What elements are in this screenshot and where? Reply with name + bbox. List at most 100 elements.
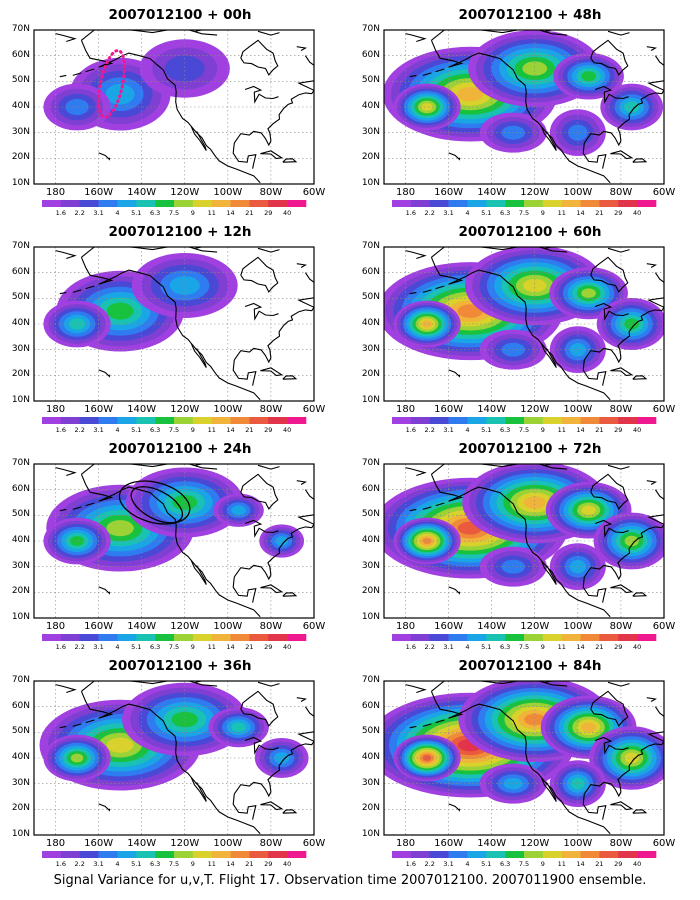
- variance-contour: [172, 495, 198, 510]
- colorbar-swatch: [467, 200, 487, 207]
- colorbar-label: 6.3: [500, 643, 510, 651]
- lon-label: 80W: [610, 187, 633, 198]
- lat-label: 70N: [11, 24, 30, 34]
- map-canvas: 180 160W 140W 120W 100W 80W 60W 1.6 2.2 3.1 4 5.1 6.…: [33, 246, 326, 434]
- panel-title: 2007012100 + 24h: [108, 441, 252, 457]
- colorbar-swatch: [410, 851, 431, 858]
- colorbar-label: 21: [245, 209, 253, 217]
- colorbar-label: 4: [465, 643, 469, 651]
- lat-label: 60N: [11, 700, 30, 711]
- colorbar-swatch: [117, 851, 137, 858]
- lat-label: 50N: [361, 75, 380, 86]
- colorbar-label: 9: [541, 643, 545, 651]
- lon-label: 120W: [520, 404, 549, 415]
- colorbar-swatch: [486, 851, 506, 858]
- colorbar-label: 21: [595, 426, 603, 434]
- colorbar-label: 6.3: [150, 643, 160, 651]
- lat-label: 50N: [11, 75, 30, 86]
- colorbar-label: 21: [245, 860, 253, 868]
- colorbar-swatch: [79, 417, 99, 424]
- colorbar: 1.6 2.2 3.1 4 5.1 6.3 7.5 9 11 14 21 29 40: [42, 417, 307, 434]
- colorbar-label: 7.5: [519, 426, 529, 434]
- colorbar-swatch: [230, 634, 250, 641]
- lon-label: 100W: [563, 621, 592, 632]
- lon-label: 140W: [127, 187, 156, 198]
- colorbar-swatch: [448, 417, 468, 424]
- variance-contour: [275, 536, 289, 546]
- colorbar-swatch: [524, 417, 544, 424]
- colorbar-label: 5.1: [131, 643, 141, 651]
- colorbar: 1.6 2.2 3.1 4 5.1 6.3 7.5 9 11 14 21 29 40: [42, 634, 307, 651]
- lon-label: 120W: [170, 621, 199, 632]
- colorbar-swatch: [618, 200, 638, 207]
- lon-label: 60W: [303, 187, 326, 198]
- colorbar-label: 3.1: [443, 209, 453, 217]
- variance-contour: [569, 342, 586, 357]
- colorbar-label: 9: [191, 860, 195, 868]
- colorbar-label: 11: [558, 209, 566, 217]
- lat-label: 30N: [361, 560, 380, 571]
- colorbar-label: 29: [264, 209, 272, 217]
- lat-label: 10N: [11, 178, 30, 188]
- variance-contour: [65, 98, 89, 116]
- map-canvas: 180 160W 140W 120W 100W 80W 60W 1.6 2.2 3.1 4 5.1 6.…: [383, 463, 675, 651]
- colorbar-label: 1.6: [56, 860, 66, 868]
- colorbar-swatch: [211, 200, 231, 207]
- lon-label: 160W: [84, 404, 113, 415]
- lon-label: 100W: [213, 838, 242, 849]
- panel-title: 2007012100 + 60h: [458, 224, 602, 240]
- lon-label: 60W: [653, 838, 676, 849]
- colorbar-swatch: [117, 634, 137, 641]
- lat-label: 20N: [11, 586, 30, 597]
- colorbar-label: 11: [208, 643, 216, 651]
- colorbar-swatch: [524, 634, 544, 641]
- lat-label: 30N: [11, 126, 30, 137]
- lon-label: 80W: [610, 838, 633, 849]
- lon-label: 100W: [563, 187, 592, 198]
- colorbar-swatch: [268, 851, 288, 858]
- colorbar-label: 21: [595, 209, 603, 217]
- variance-contour: [522, 61, 548, 76]
- lon-label: 60W: [303, 404, 326, 415]
- lat-label: 20N: [361, 586, 380, 597]
- lat-label: 10N: [11, 395, 30, 405]
- colorbar-swatch: [542, 200, 563, 207]
- colorbar-label: 6.3: [500, 860, 510, 868]
- variance-contour: [523, 496, 546, 509]
- lon-label: 180: [396, 838, 415, 849]
- colorbar-label: 9: [541, 860, 545, 868]
- colorbar-swatch: [542, 634, 563, 641]
- colorbar-label: 40: [283, 643, 291, 651]
- lon-label: 80W: [610, 404, 633, 415]
- map-canvas: 180 160W 140W 120W 100W 80W 60W 1.6 2.2 3.1 4 5.1 6.…: [383, 246, 675, 434]
- lon-label: 160W: [84, 621, 113, 632]
- colorbar-swatch: [287, 851, 307, 858]
- lon-label: 100W: [213, 404, 242, 415]
- variance-contour: [422, 755, 432, 761]
- lat-label: 20N: [361, 369, 380, 380]
- colorbar-swatch: [410, 634, 431, 641]
- colorbar-label: 29: [264, 426, 272, 434]
- colorbar-swatch: [561, 417, 581, 424]
- colorbar-label: 14: [226, 209, 234, 217]
- colorbar-label: 3.1: [443, 643, 453, 651]
- colorbar-swatch: [467, 851, 487, 858]
- lat-label: 40N: [361, 752, 380, 762]
- lon-label: 140W: [477, 187, 506, 198]
- colorbar-swatch: [155, 634, 175, 641]
- colorbar-swatch: [618, 851, 638, 858]
- colorbar-swatch: [98, 634, 118, 641]
- colorbar-swatch: [192, 200, 213, 207]
- colorbar-swatch: [117, 417, 137, 424]
- panel-title: 2007012100 + 00h: [108, 7, 252, 23]
- lat-label: 70N: [361, 458, 380, 468]
- lon-label: 80W: [260, 187, 283, 198]
- variance-field: [384, 247, 664, 374]
- colorbar-swatch: [429, 634, 449, 641]
- colorbar-swatch: [392, 417, 412, 424]
- lat-label: 60N: [361, 700, 380, 711]
- lon-label: 100W: [213, 187, 242, 198]
- colorbar-swatch: [230, 200, 250, 207]
- variance-contour: [70, 536, 85, 546]
- lat-label: 30N: [361, 126, 380, 137]
